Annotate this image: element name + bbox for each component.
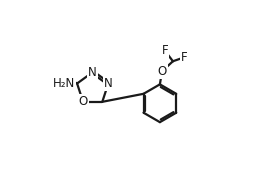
Text: N: N	[88, 66, 97, 79]
Text: O: O	[157, 65, 167, 78]
Text: O: O	[78, 95, 88, 108]
Text: F: F	[180, 51, 187, 64]
Text: N: N	[104, 77, 113, 90]
Text: F: F	[162, 44, 168, 57]
Text: H₂N: H₂N	[53, 77, 75, 90]
